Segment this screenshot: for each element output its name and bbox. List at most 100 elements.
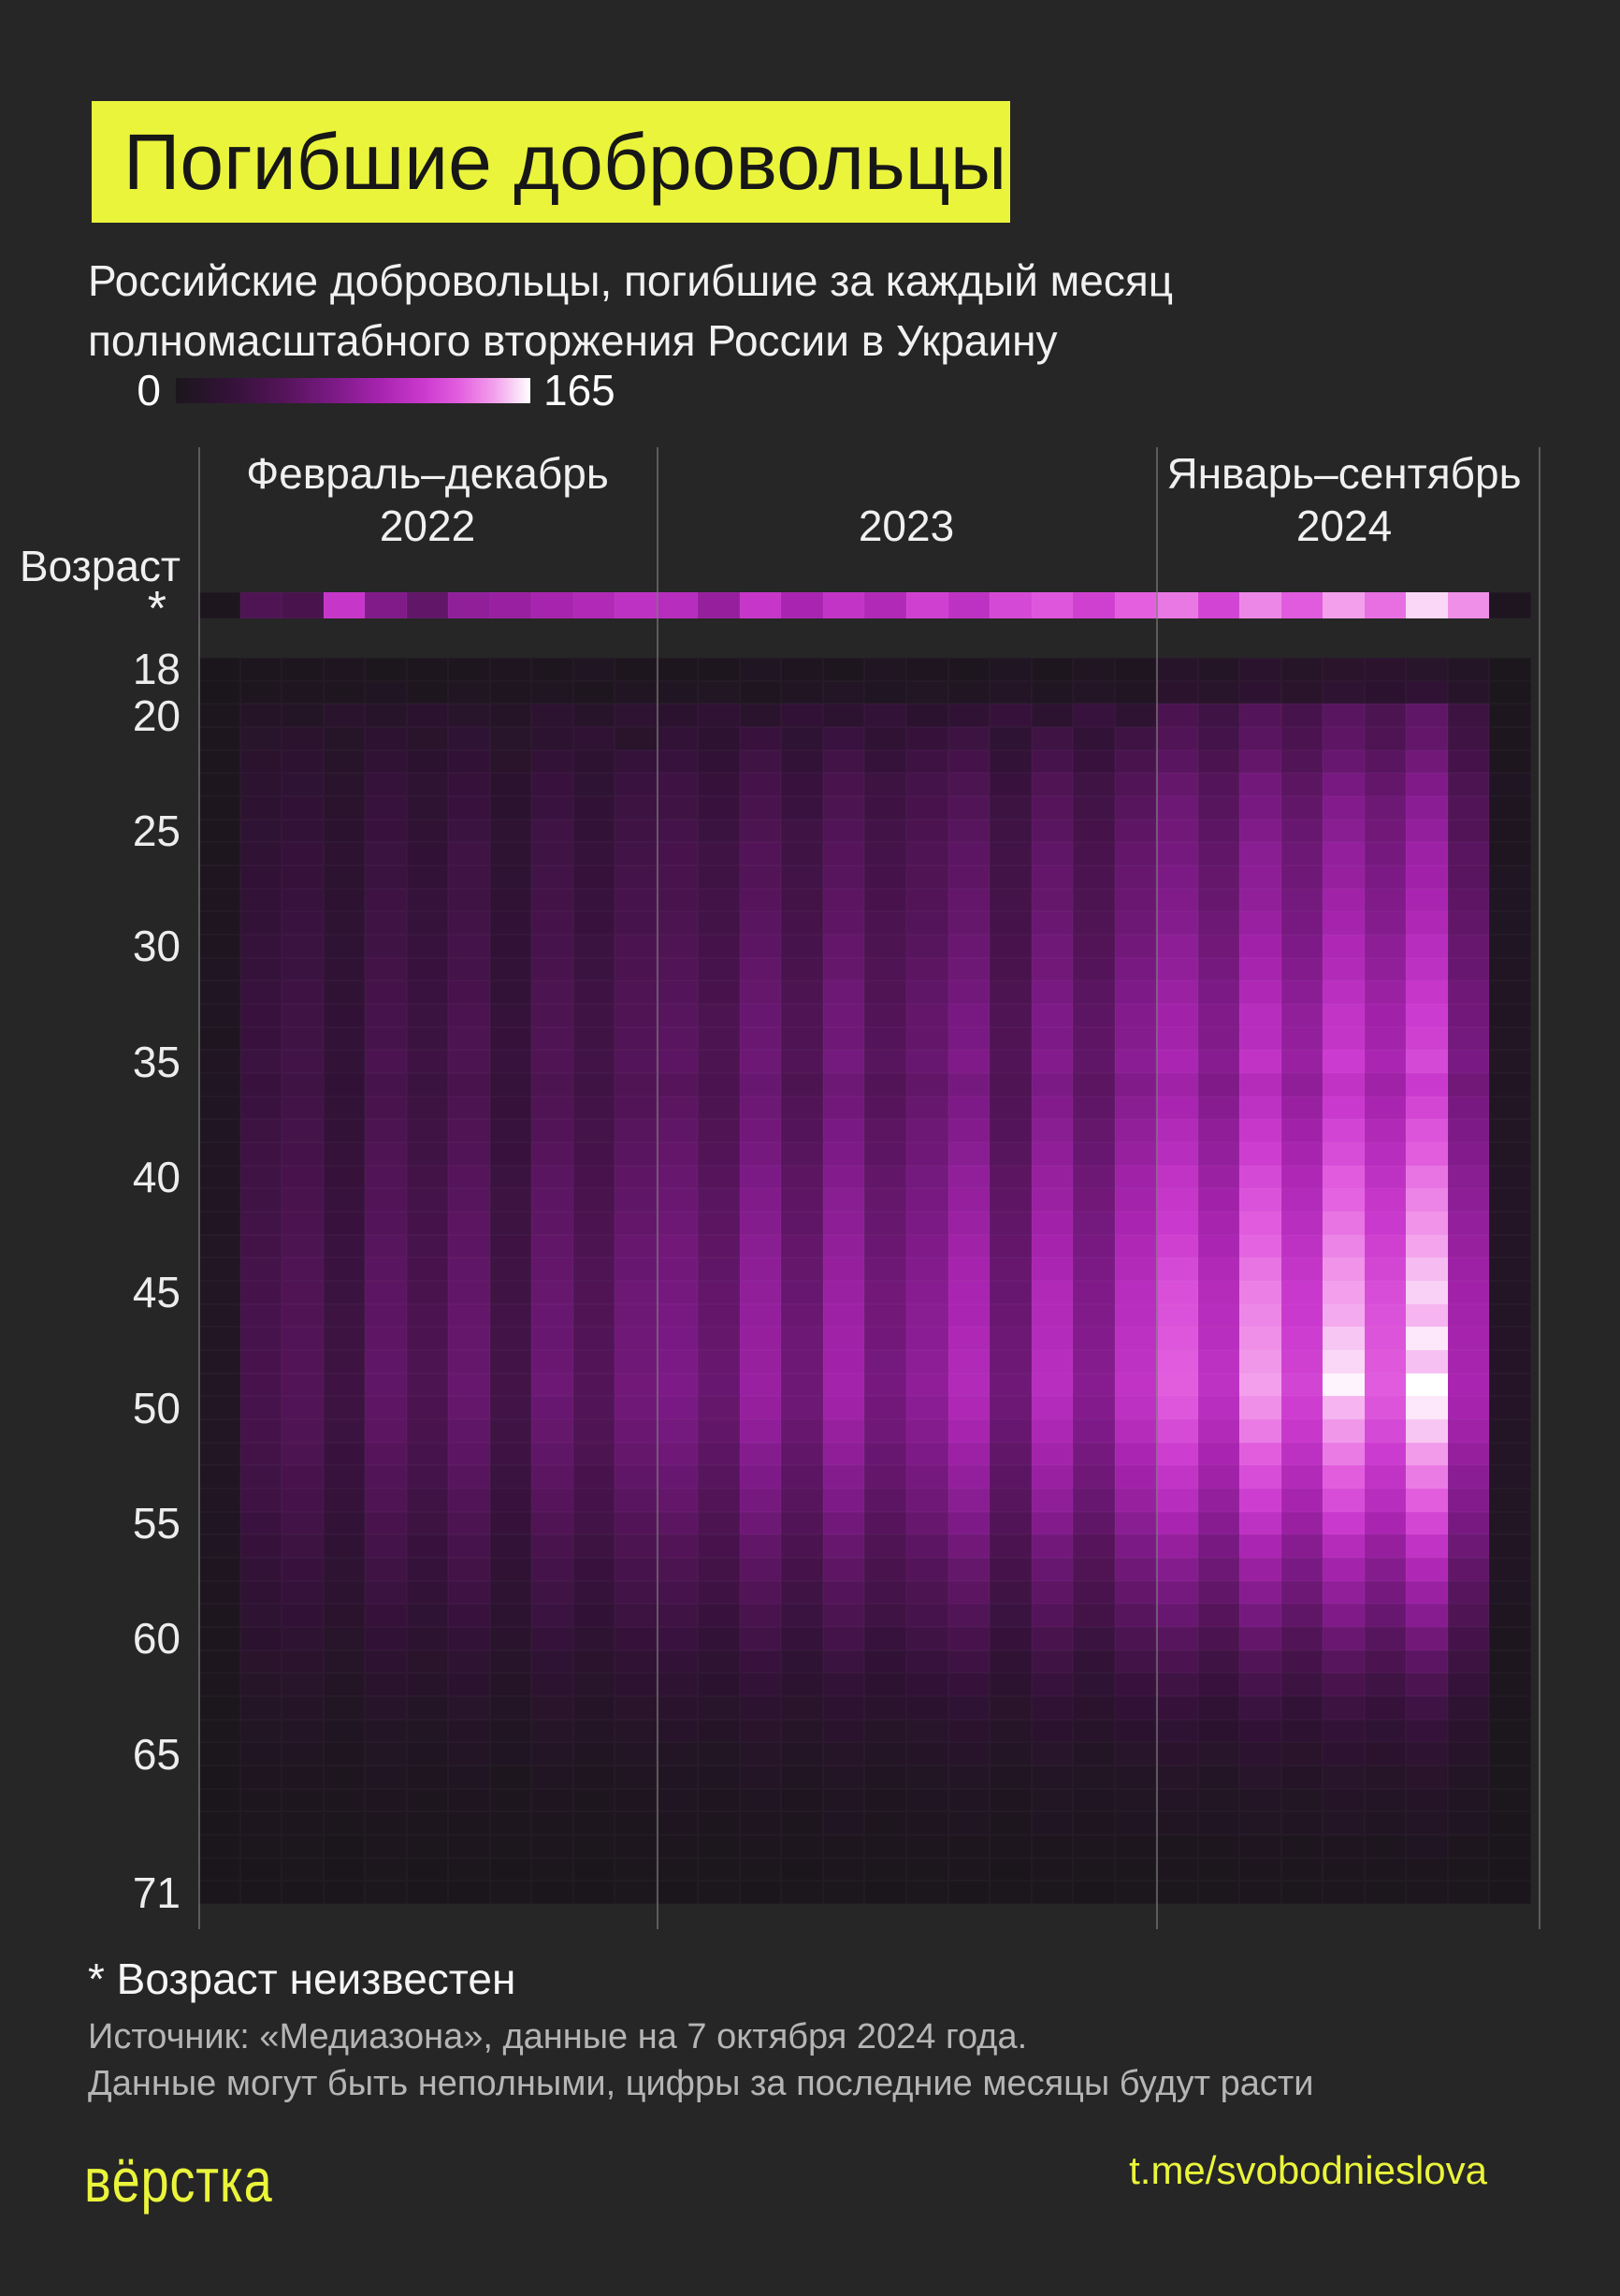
heatmap-cell <box>448 1558 490 1581</box>
heatmap-cell <box>781 1789 823 1811</box>
heatmap-cell <box>1448 1534 1489 1558</box>
heatmap-cell <box>823 796 864 820</box>
heatmap-cell <box>698 773 740 796</box>
heatmap-cell <box>1115 1443 1156 1465</box>
heatmap-cell <box>324 1858 365 1881</box>
heatmap-cell <box>1323 1281 1365 1304</box>
heatmap-cell <box>1156 773 1198 796</box>
heatmap-cell <box>1448 773 1489 796</box>
heatmap-cell <box>365 1742 407 1766</box>
heatmap-cell <box>990 1419 1032 1443</box>
heatmap-cell <box>1239 1766 1281 1789</box>
heatmap-cell <box>573 1304 615 1327</box>
heatmap-cell <box>740 911 781 935</box>
heatmap-cell <box>948 1673 990 1696</box>
heatmap-cell <box>823 1604 864 1627</box>
heatmap-cell <box>1156 1073 1198 1097</box>
heatmap-cell <box>1489 1558 1531 1581</box>
heatmap-cell <box>1073 658 1115 681</box>
heatmap-cell <box>1281 1811 1323 1835</box>
heatmap-cell <box>1239 1373 1281 1396</box>
heatmap-cell <box>740 958 781 981</box>
heatmap-cell <box>990 1142 1032 1166</box>
heatmap-cell <box>1489 658 1531 681</box>
heatmap-cell <box>990 1373 1032 1396</box>
heatmap-cell <box>448 1027 490 1050</box>
heatmap-cell <box>365 1142 407 1166</box>
heatmap-cell <box>365 1419 407 1443</box>
heatmap-cell <box>1198 1766 1239 1789</box>
heatmap-cell <box>1365 773 1406 796</box>
heatmap-cell <box>490 1443 531 1465</box>
heatmap-cell <box>407 1419 448 1443</box>
heatmap-cell <box>490 1558 531 1581</box>
heatmap-cell <box>1406 1281 1448 1304</box>
heatmap-cell <box>864 1673 906 1696</box>
heatmap-cell <box>1073 820 1115 842</box>
heatmap-cell <box>990 796 1032 820</box>
heatmap-cell <box>1448 1073 1489 1097</box>
heatmap-cell <box>1281 1443 1323 1465</box>
source-line-1: Источник: «Медиазона», данные на 7 октяб… <box>88 2017 1028 2056</box>
heatmap-cell <box>1156 1720 1198 1742</box>
heatmap-cell <box>531 1281 573 1304</box>
heatmap-cell <box>240 1465 282 1489</box>
heatmap-cell <box>448 1166 490 1188</box>
heatmap-cell <box>531 1650 573 1673</box>
heatmap-cell <box>906 1650 948 1673</box>
heatmap-cell <box>490 658 531 681</box>
heatmap-cell <box>1489 1350 1531 1373</box>
heatmap-cell <box>1489 865 1531 889</box>
heatmap-cell <box>823 1350 864 1373</box>
heatmap-cell <box>1198 1257 1239 1281</box>
heatmap-cell <box>1073 1558 1115 1581</box>
heatmap-cell <box>1406 911 1448 935</box>
heatmap-cell <box>448 1304 490 1327</box>
heatmap-cell <box>1032 1097 1073 1119</box>
heatmap-cell <box>324 865 365 889</box>
heatmap-cell <box>1281 1789 1323 1811</box>
telegram-link[interactable]: t.me/svobodnieslova <box>1129 2148 1487 2192</box>
heatmap-cell <box>906 1465 948 1489</box>
heatmap-cell <box>990 1835 1032 1858</box>
heatmap-cell <box>198 1027 240 1050</box>
heatmap-cell <box>1489 1050 1531 1073</box>
heatmap-cell <box>1032 865 1073 889</box>
heatmap-cell <box>1073 681 1115 704</box>
heatmap-cell <box>1281 1235 1323 1257</box>
heatmap-cell <box>1489 1327 1531 1350</box>
heatmap-cell <box>1032 796 1073 820</box>
heatmap-cell <box>1156 1350 1198 1373</box>
heatmap-cell <box>740 1673 781 1696</box>
heatmap-cell <box>1323 681 1365 704</box>
heatmap-cell <box>1115 773 1156 796</box>
heatmap-cell <box>990 1027 1032 1050</box>
unknown-age-cell <box>1448 592 1489 618</box>
heatmap-cell <box>573 1835 615 1858</box>
heatmap-cell <box>407 889 448 911</box>
heatmap-cell <box>1073 865 1115 889</box>
heatmap-cell <box>1115 1119 1156 1142</box>
heatmap-cell <box>365 1489 407 1512</box>
heatmap-cell <box>740 1304 781 1327</box>
heatmap-cell <box>1073 1373 1115 1396</box>
heatmap-cell <box>1239 1281 1281 1304</box>
heatmap-cell <box>990 911 1032 935</box>
heatmap-cell <box>1115 1304 1156 1327</box>
heatmap-cell <box>1448 1166 1489 1188</box>
heatmap-cell <box>1032 1327 1073 1350</box>
heatmap-cell <box>1365 1604 1406 1627</box>
heatmap-cell <box>365 1281 407 1304</box>
heatmap-cell <box>407 1004 448 1027</box>
heatmap-cell <box>1073 1050 1115 1073</box>
heatmap-cell <box>365 773 407 796</box>
heatmap-cell <box>948 1604 990 1627</box>
unknown-age-cell <box>324 592 365 618</box>
heatmap-cell <box>324 1673 365 1696</box>
heatmap-cell <box>1448 911 1489 935</box>
heatmap-cell <box>448 958 490 981</box>
heatmap-cell <box>864 981 906 1004</box>
heatmap-cell <box>657 1696 698 1720</box>
heatmap-cell <box>1115 750 1156 773</box>
heatmap-cell <box>657 1188 698 1212</box>
